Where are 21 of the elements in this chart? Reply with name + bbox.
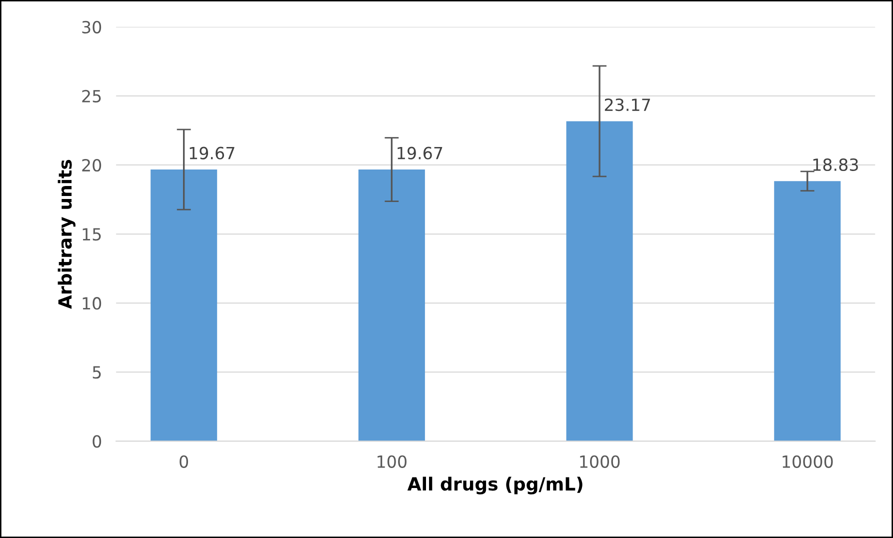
bar <box>150 170 218 442</box>
y-tick-label: 30 <box>82 20 102 34</box>
data-label: 18.83 <box>813 158 858 172</box>
x-tick-label: 100 <box>378 455 406 468</box>
y-tick-label: 10 <box>82 297 102 310</box>
y-tick-label: 15 <box>82 228 101 241</box>
data-label: 23.17 <box>604 98 650 112</box>
data-label: 19.67 <box>190 146 234 160</box>
y-tick-label: 20 <box>82 158 102 172</box>
x-axis-title: All drugs (pg/mL) <box>407 476 582 494</box>
x-tick-label: 1000 <box>580 455 620 468</box>
y-tick-label: 0 <box>92 435 102 448</box>
y-tick-label: 5 <box>92 366 101 379</box>
x-tick-label: 0 <box>180 455 188 468</box>
data-label: 19.67 <box>398 146 442 160</box>
y-axis-title: Arbitrary units <box>58 160 76 309</box>
bar <box>566 121 633 442</box>
y-tick-label: 25 <box>82 90 101 103</box>
bar <box>774 181 841 442</box>
x-tick-label: 10000 <box>782 455 833 468</box>
bar <box>358 170 425 442</box>
